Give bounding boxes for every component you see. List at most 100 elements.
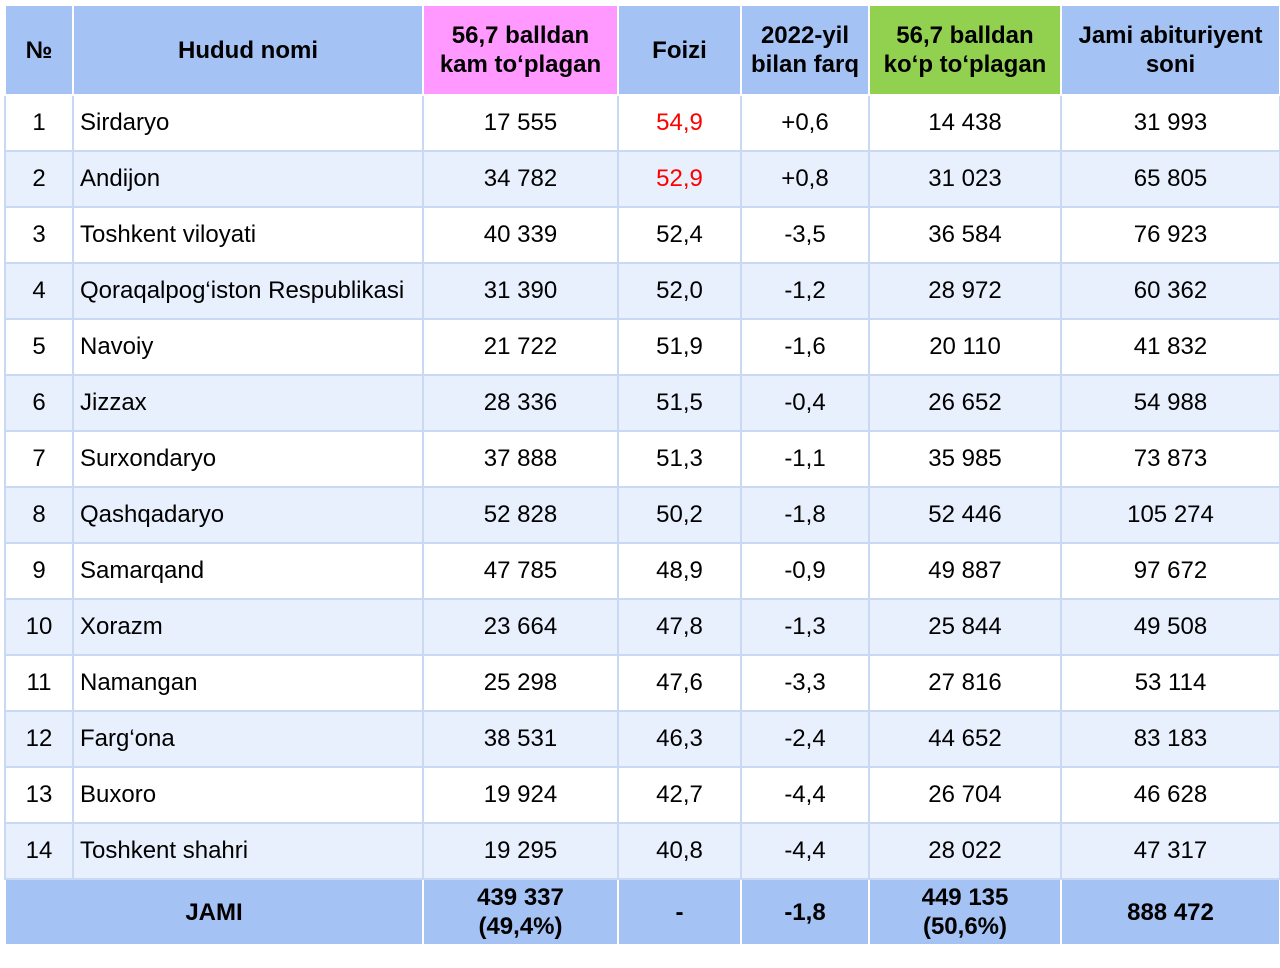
table-row: 14 Toshkent shahri 19 295 40,8 -4,4 28 022 47 … [4,822,1280,880]
cell-number: 9 [4,542,74,600]
totals-diff: -1,8 [740,878,870,946]
cell-below-threshold: 40 339 [422,206,619,264]
results-table: № Hudud nomi 56,7 balldan kam to‘plagan … [4,4,1280,946]
table-row: 12 Farg‘ona 38 531 46,3 -2,4 44 652 83 183 [4,710,1280,768]
totals-percent: - [617,878,742,946]
cell-region-name: Navoiy [72,318,424,376]
table-row: 10 Xorazm 23 664 47,8 -1,3 25 844 49 508 [4,598,1280,656]
table-row: 11 Namangan 25 298 47,6 -3,3 27 816 53 114 [4,654,1280,712]
table-row: 5 Navoiy 21 722 51,9 -1,6 20 110 41 832 [4,318,1280,376]
cell-number: 12 [4,710,74,768]
table-row: 9 Samarqand 47 785 48,9 -0,9 49 887 97 672 [4,542,1280,600]
totals-below-count: 439 337 [477,884,564,911]
cell-number: 3 [4,206,74,264]
cell-percent: 51,5 [617,374,742,432]
cell-diff-2022: -4,4 [740,822,870,880]
totals-total: 888 472 [1060,878,1280,946]
cell-region-name: Qoraqalpog‘iston Respublikasi [72,262,424,320]
cell-diff-2022: -4,4 [740,766,870,824]
cell-number: 2 [4,150,74,208]
cell-above-threshold: 25 844 [868,598,1062,656]
cell-percent: 42,7 [617,766,742,824]
cell-region-name: Buxoro [72,766,424,824]
cell-above-threshold: 49 887 [868,542,1062,600]
header-diff-line1: 2022-yil [760,22,850,49]
cell-above-threshold: 28 022 [868,822,1062,880]
cell-above-threshold: 28 972 [868,262,1062,320]
header-total-applicants: Jami abituriyent soni [1060,4,1280,96]
cell-region-name: Andijon [72,150,424,208]
cell-percent: 54,9 [617,94,742,152]
table-row: 7 Surxondaryo 37 888 51,3 -1,1 35 985 73 873 [4,430,1280,488]
cell-region-name: Surxondaryo [72,430,424,488]
cell-diff-2022: -0,4 [740,374,870,432]
cell-below-threshold: 21 722 [422,318,619,376]
header-above-line1: 56,7 balldan [896,22,1034,49]
cell-below-threshold: 28 336 [422,374,619,432]
cell-total-applicants: 31 993 [1060,94,1280,152]
table-row: 4 Qoraqalpog‘iston Respublikasi 31 390 52,0… [4,262,1280,320]
table-row: 3 Toshkent viloyati 40 339 52,4 -3,5 36 584 76… [4,206,1280,264]
header-percent: Foizi [617,4,742,96]
totals-row: JAMI 439 337 (49,4%) - -1,8 449 135 (50,… [4,878,1280,946]
cell-number: 8 [4,486,74,544]
cell-diff-2022: -0,9 [740,542,870,600]
cell-total-applicants: 65 805 [1060,150,1280,208]
cell-percent: 50,2 [617,486,742,544]
totals-below-share: (49,4%) [478,913,563,940]
cell-region-name: Samarqand [72,542,424,600]
cell-region-name: Namangan [72,654,424,712]
cell-diff-2022: -1,6 [740,318,870,376]
cell-above-threshold: 31 023 [868,150,1062,208]
header-above-threshold: 56,7 balldan ko‘p to‘plagan [868,4,1062,96]
header-below-line2: kam to‘plagan [439,51,602,78]
cell-below-threshold: 52 828 [422,486,619,544]
cell-region-name: Jizzax [72,374,424,432]
cell-total-applicants: 60 362 [1060,262,1280,320]
cell-region-name: Sirdaryo [72,94,424,152]
cell-above-threshold: 14 438 [868,94,1062,152]
cell-below-threshold: 17 555 [422,94,619,152]
cell-total-applicants: 49 508 [1060,598,1280,656]
header-diff-line2: bilan farq [750,51,859,78]
cell-diff-2022: -1,2 [740,262,870,320]
cell-total-applicants: 47 317 [1060,822,1280,880]
cell-percent: 47,8 [617,598,742,656]
cell-region-name: Qashqadaryo [72,486,424,544]
cell-below-threshold: 31 390 [422,262,619,320]
cell-total-applicants: 54 988 [1060,374,1280,432]
cell-number: 5 [4,318,74,376]
table-row: 2 Andijon 34 782 52,9 +0,8 31 023 65 805 [4,150,1280,208]
cell-total-applicants: 76 923 [1060,206,1280,264]
table-row: 6 Jizzax 28 336 51,5 -0,4 26 652 54 988 [4,374,1280,432]
cell-below-threshold: 25 298 [422,654,619,712]
header-total-line1: Jami abituriyent [1078,22,1263,49]
cell-diff-2022: -1,3 [740,598,870,656]
cell-number: 7 [4,430,74,488]
cell-percent: 48,9 [617,542,742,600]
totals-above: 449 135 (50,6%) [868,878,1062,946]
totals-above-share: (50,6%) [922,913,1008,940]
cell-number: 6 [4,374,74,432]
cell-below-threshold: 38 531 [422,710,619,768]
cell-below-threshold: 19 924 [422,766,619,824]
cell-total-applicants: 105 274 [1060,486,1280,544]
cell-region-name: Xorazm [72,598,424,656]
cell-percent: 52,9 [617,150,742,208]
cell-above-threshold: 44 652 [868,710,1062,768]
cell-number: 4 [4,262,74,320]
header-diff-2022: 2022-yil bilan farq [740,4,870,96]
cell-percent: 51,9 [617,318,742,376]
table-row: 1 Sirdaryo 17 555 54,9 +0,6 14 438 31 993 [4,94,1280,152]
cell-region-name: Farg‘ona [72,710,424,768]
cell-total-applicants: 73 873 [1060,430,1280,488]
cell-region-name: Toshkent viloyati [72,206,424,264]
cell-number: 11 [4,654,74,712]
cell-above-threshold: 35 985 [868,430,1062,488]
cell-diff-2022: -1,8 [740,486,870,544]
cell-below-threshold: 19 295 [422,822,619,880]
header-total-line2: soni [1145,51,1196,78]
table-row: 13 Buxoro 19 924 42,7 -4,4 26 704 46 628 [4,766,1280,824]
cell-below-threshold: 47 785 [422,542,619,600]
cell-region-name: Toshkent shahri [72,822,424,880]
